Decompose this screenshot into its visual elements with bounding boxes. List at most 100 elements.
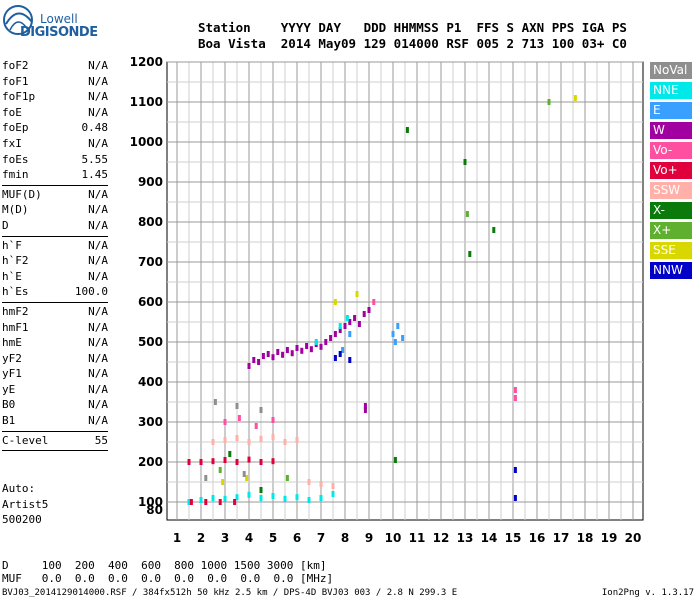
data-point [259,407,263,413]
param-divider [2,184,108,186]
param-row: foF2 N/A [2,58,108,74]
y-tick-label: 600 [138,295,163,309]
data-point [211,495,215,501]
param-row: M(D) N/A [2,202,108,218]
param-row: foE N/A [2,105,108,121]
data-point [348,319,352,325]
data-point [513,467,517,473]
x-tick-label: 15 [505,531,522,545]
data-point [393,457,397,463]
legend-item: NoVal [650,62,692,79]
x-tick-label: 5 [269,531,277,545]
param-name: B0 [2,398,16,412]
data-point [223,419,227,425]
data-point [305,343,309,349]
data-point [235,494,239,501]
param-name: hmF1 [2,320,29,334]
x-tick-label: 13 [457,531,474,545]
param-row: C-level 55 [2,433,108,449]
x-tick-label: 12 [433,531,450,545]
param-value: N/A [88,136,108,150]
data-point [199,459,203,465]
param-row: B1 N/A [2,413,108,429]
data-point [573,95,577,101]
x-tick-label: 17 [553,531,570,545]
param-value: 55 [94,433,108,447]
param-value: N/A [88,105,108,119]
legend-item: SSE [650,242,692,259]
data-point [363,403,367,409]
x-tick-label: 2 [197,531,205,545]
data-point [307,479,311,485]
data-point [547,99,551,105]
legend-item: X- [650,202,692,219]
x-tick-label: 7 [317,531,325,545]
y-tick-label: 800 [138,215,163,229]
footer-filename: BVJ03_2014129014000.RSF / 384fx512h 50 k… [2,588,458,598]
data-point [357,321,361,327]
data-point [513,495,517,501]
data-point [333,299,337,305]
param-row: fxI N/A [2,136,108,152]
param-divider [2,450,108,452]
param-divider [2,430,108,432]
param-name: foF2 [2,59,29,72]
data-point [223,457,227,463]
data-point [513,387,517,393]
param-row: hmE N/A [2,335,108,351]
data-point [242,471,246,477]
data-point [463,159,467,165]
param-row: foEp 0.48 [2,120,108,136]
data-point [343,323,347,329]
data-point [290,350,294,357]
data-point [295,494,299,501]
y-tick-label: 200 [138,455,163,469]
data-point [324,339,328,345]
param-name: yF1 [2,367,22,381]
param-row: fmin 1.45 [2,167,108,183]
header-labels: Station YYYY DAY DDD HHMMSS P1 FFS S AXN… [198,20,627,35]
param-row: D N/A [2,218,108,234]
data-point [300,347,304,354]
legend-item: W [650,122,692,139]
data-point [247,439,251,445]
data-point [218,467,222,473]
data-point [465,211,469,217]
param-name: h`E [2,269,22,283]
data-point [338,327,342,333]
data-point [259,459,263,465]
param-row: h`Es 100.0 [2,284,108,300]
param-value: N/A [88,414,108,428]
param-value: N/A [88,203,108,217]
param-name: h`F2 [2,254,29,268]
data-point [331,483,335,489]
param-value: N/A [88,218,108,232]
data-point [235,435,239,441]
data-point [331,491,335,497]
data-point [353,315,357,321]
param-value: N/A [88,320,108,334]
footer-version: Ion2Png v. 1.3.17 [601,588,694,598]
data-point [283,495,287,502]
data-point [247,491,251,498]
param-value: N/A [88,187,108,201]
x-tick-label: 18 [577,531,594,545]
x-tick-label: 14 [481,531,498,545]
data-point [513,395,517,401]
data-point [492,227,496,233]
param-row: foEs 5.55 [2,152,108,168]
data-point [348,331,352,337]
param-value: N/A [88,238,108,252]
data-point [295,437,299,443]
data-point [295,345,299,351]
data-point [259,495,263,501]
auto-code: 500200 [2,513,42,526]
data-point [233,499,237,505]
data-point [223,437,227,443]
plot-points [187,95,577,505]
data-point [254,423,258,429]
param-name: foE [2,105,22,119]
x-tick-label: 3 [221,531,229,545]
y-tick-label: 80 [146,503,163,517]
data-point [221,479,225,485]
